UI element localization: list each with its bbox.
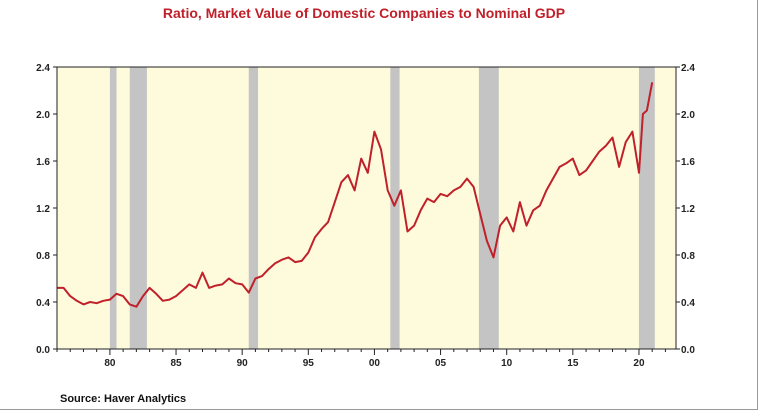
plot-area xyxy=(57,67,676,349)
plot-border xyxy=(56,66,677,350)
xtick-label-7: 15 xyxy=(567,358,579,369)
xtick-label-1: 85 xyxy=(170,358,182,369)
source-note: Source: Haver Analytics xyxy=(60,393,187,405)
ytick-label-left-2: 0.8 xyxy=(36,251,50,262)
xtick-label-3: 95 xyxy=(303,358,315,369)
recession-band-2 xyxy=(248,67,259,349)
ytick-label-left-4: 1.6 xyxy=(36,157,50,168)
ytick-label-right-4: 1.6 xyxy=(681,157,695,168)
ytick-label-right-5: 2.0 xyxy=(681,110,695,121)
ytick-label-right-3: 1.2 xyxy=(681,204,695,215)
ytick-label-left-6: 2.4 xyxy=(36,63,50,74)
ytick-label-right-6: 2.4 xyxy=(681,63,695,74)
recession-shading xyxy=(109,67,655,349)
chart-title: Ratio, Market Value of Domestic Companie… xyxy=(162,5,566,21)
ytick-label-left-0: 0.0 xyxy=(36,345,50,356)
xtick-label-5: 05 xyxy=(435,358,447,369)
xtick-label-2: 90 xyxy=(237,358,249,369)
ytick-label-right-2: 0.8 xyxy=(681,251,695,262)
xtick-label-0: 80 xyxy=(104,358,116,369)
chart-frame xyxy=(0,0,758,410)
series-layer xyxy=(57,82,654,308)
ytick-label-right-0: 0.0 xyxy=(681,345,695,356)
ytick-label-left-5: 2.0 xyxy=(36,110,50,121)
recession-band-3 xyxy=(390,67,400,349)
series-line-0 xyxy=(57,82,654,308)
xtick-label-8: 20 xyxy=(633,358,645,369)
axes: 0.0 0.0 0.4 0.4 0.8 0.8 1.2 1.2 1.6 1.6 2.0 2.0 2.4 2… xyxy=(36,63,695,369)
recession-band-1 xyxy=(129,67,147,349)
recession-band-5 xyxy=(638,67,655,349)
ytick-label-left-1: 0.4 xyxy=(36,298,50,309)
ytick-label-left-3: 1.2 xyxy=(36,204,50,215)
recession-band-0 xyxy=(109,67,117,349)
recession-band-4 xyxy=(478,67,499,349)
ytick-label-right-1: 0.4 xyxy=(681,298,695,309)
xtick-label-6: 10 xyxy=(501,358,513,369)
xtick-label-4: 00 xyxy=(369,358,381,369)
